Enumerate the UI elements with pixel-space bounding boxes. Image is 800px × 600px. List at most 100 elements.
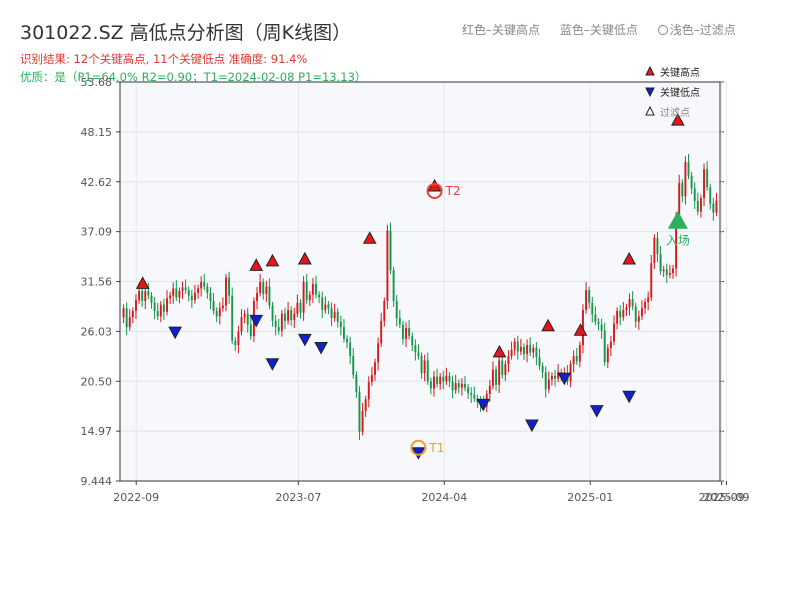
candle-body xyxy=(321,297,324,311)
key-high-marker xyxy=(362,231,377,244)
candle-body xyxy=(346,338,349,343)
candle-body xyxy=(606,347,609,363)
candle-body xyxy=(389,230,392,271)
candle-body xyxy=(131,310,134,318)
key-low-marker xyxy=(525,419,539,433)
candle-body xyxy=(644,301,647,309)
candle-body xyxy=(315,283,317,295)
candle-body xyxy=(637,316,640,322)
chart-title: 301022.SZ 高低点分析图（周K线图） xyxy=(20,22,352,44)
candle-body xyxy=(575,356,578,362)
candle-body xyxy=(414,345,417,353)
candle-body xyxy=(398,318,401,325)
x-tick-label: 2025-09 xyxy=(699,491,745,504)
candle-body xyxy=(423,360,426,374)
key-high-marker xyxy=(670,113,685,126)
candle-body xyxy=(380,320,383,344)
candle-body xyxy=(355,374,358,393)
candle-body xyxy=(613,323,615,342)
candle-body xyxy=(662,269,665,272)
candle-body xyxy=(293,313,296,320)
candle-body xyxy=(491,369,494,386)
candle-body xyxy=(535,347,538,357)
candle-body xyxy=(190,295,193,301)
top-legend-light: 浅色–过滤点 xyxy=(669,23,736,37)
candle-body xyxy=(299,302,302,313)
candle-body xyxy=(349,342,352,357)
candle-body xyxy=(411,336,414,346)
candle-body xyxy=(523,347,525,355)
key-low-marker xyxy=(314,341,328,355)
candle-body xyxy=(433,376,435,389)
legend-label: 关键高点 xyxy=(660,66,700,79)
x-tick-label: 2025-01 xyxy=(567,491,613,504)
y-tick-label: 37.09 xyxy=(81,226,113,239)
candle-body xyxy=(572,356,575,365)
y-tick-label: 9.444 xyxy=(81,475,113,488)
candle-body xyxy=(296,302,299,314)
y-tick-label: 48.15 xyxy=(81,126,113,139)
candle-body xyxy=(392,270,395,302)
candle-body xyxy=(274,320,277,328)
legend-marker xyxy=(645,105,655,116)
candle-body xyxy=(318,294,321,298)
candle-body xyxy=(364,399,367,412)
candle-body xyxy=(516,341,519,352)
candle-body xyxy=(693,188,696,201)
candle-body xyxy=(690,175,693,189)
key-high-marker xyxy=(492,344,507,358)
candle-body xyxy=(166,298,168,312)
candle-body xyxy=(262,282,265,294)
candle-body xyxy=(153,302,156,311)
candle-body xyxy=(703,169,705,199)
candle-body xyxy=(237,331,240,346)
candle-body xyxy=(138,291,141,301)
candle-body xyxy=(395,301,398,319)
candle-body xyxy=(225,277,227,306)
candle-body xyxy=(544,372,547,390)
candle-body xyxy=(699,198,702,212)
candle-body xyxy=(150,295,153,303)
key-high-marker xyxy=(265,253,280,267)
candle-body xyxy=(234,340,237,346)
candle-body xyxy=(330,308,333,319)
candle-body xyxy=(464,383,466,388)
candle-body xyxy=(159,304,162,317)
candle-body xyxy=(256,292,258,302)
candle-body xyxy=(287,310,290,321)
candle-body xyxy=(582,310,584,346)
candle-body xyxy=(405,328,407,339)
top-legend: 红色–关键高点 蓝色–关键低点 浅色–过滤点 xyxy=(462,21,752,38)
candle-body xyxy=(178,291,181,298)
candle-body xyxy=(550,375,553,380)
candle-body xyxy=(311,283,314,295)
candle-body xyxy=(457,383,460,388)
candle-body xyxy=(125,308,128,328)
result-summary: 识别结果: 12个关键高点, 11个关键低点 准确度: 91.4% xyxy=(20,52,308,66)
x-tick-label: 2024-04 xyxy=(421,491,467,504)
candle-body xyxy=(336,311,339,322)
candle-body xyxy=(538,356,541,366)
candle-body xyxy=(600,324,603,331)
candle-body xyxy=(231,295,234,341)
quality-summary: 优质：是（P1=64.0% R2=0.90；T1=2024-02-08 P1=1… xyxy=(20,70,367,84)
candle-body xyxy=(588,290,591,303)
candle-body xyxy=(135,300,137,311)
candle-body xyxy=(156,310,159,317)
candle-body xyxy=(352,356,355,375)
key-low-marker xyxy=(168,326,182,340)
candle-body xyxy=(197,288,200,293)
candle-body xyxy=(681,182,684,197)
candle-body xyxy=(218,308,221,317)
candle-body xyxy=(370,374,373,383)
candle-body xyxy=(687,162,690,176)
candle-body xyxy=(665,269,668,275)
key-low-marker xyxy=(265,358,280,371)
candle-body xyxy=(339,321,342,328)
candle-body xyxy=(175,288,178,298)
candle-body xyxy=(361,411,364,432)
candle-body xyxy=(327,304,330,309)
key-high-marker xyxy=(249,258,264,271)
candle-body xyxy=(417,352,420,357)
candle-body xyxy=(591,302,594,315)
